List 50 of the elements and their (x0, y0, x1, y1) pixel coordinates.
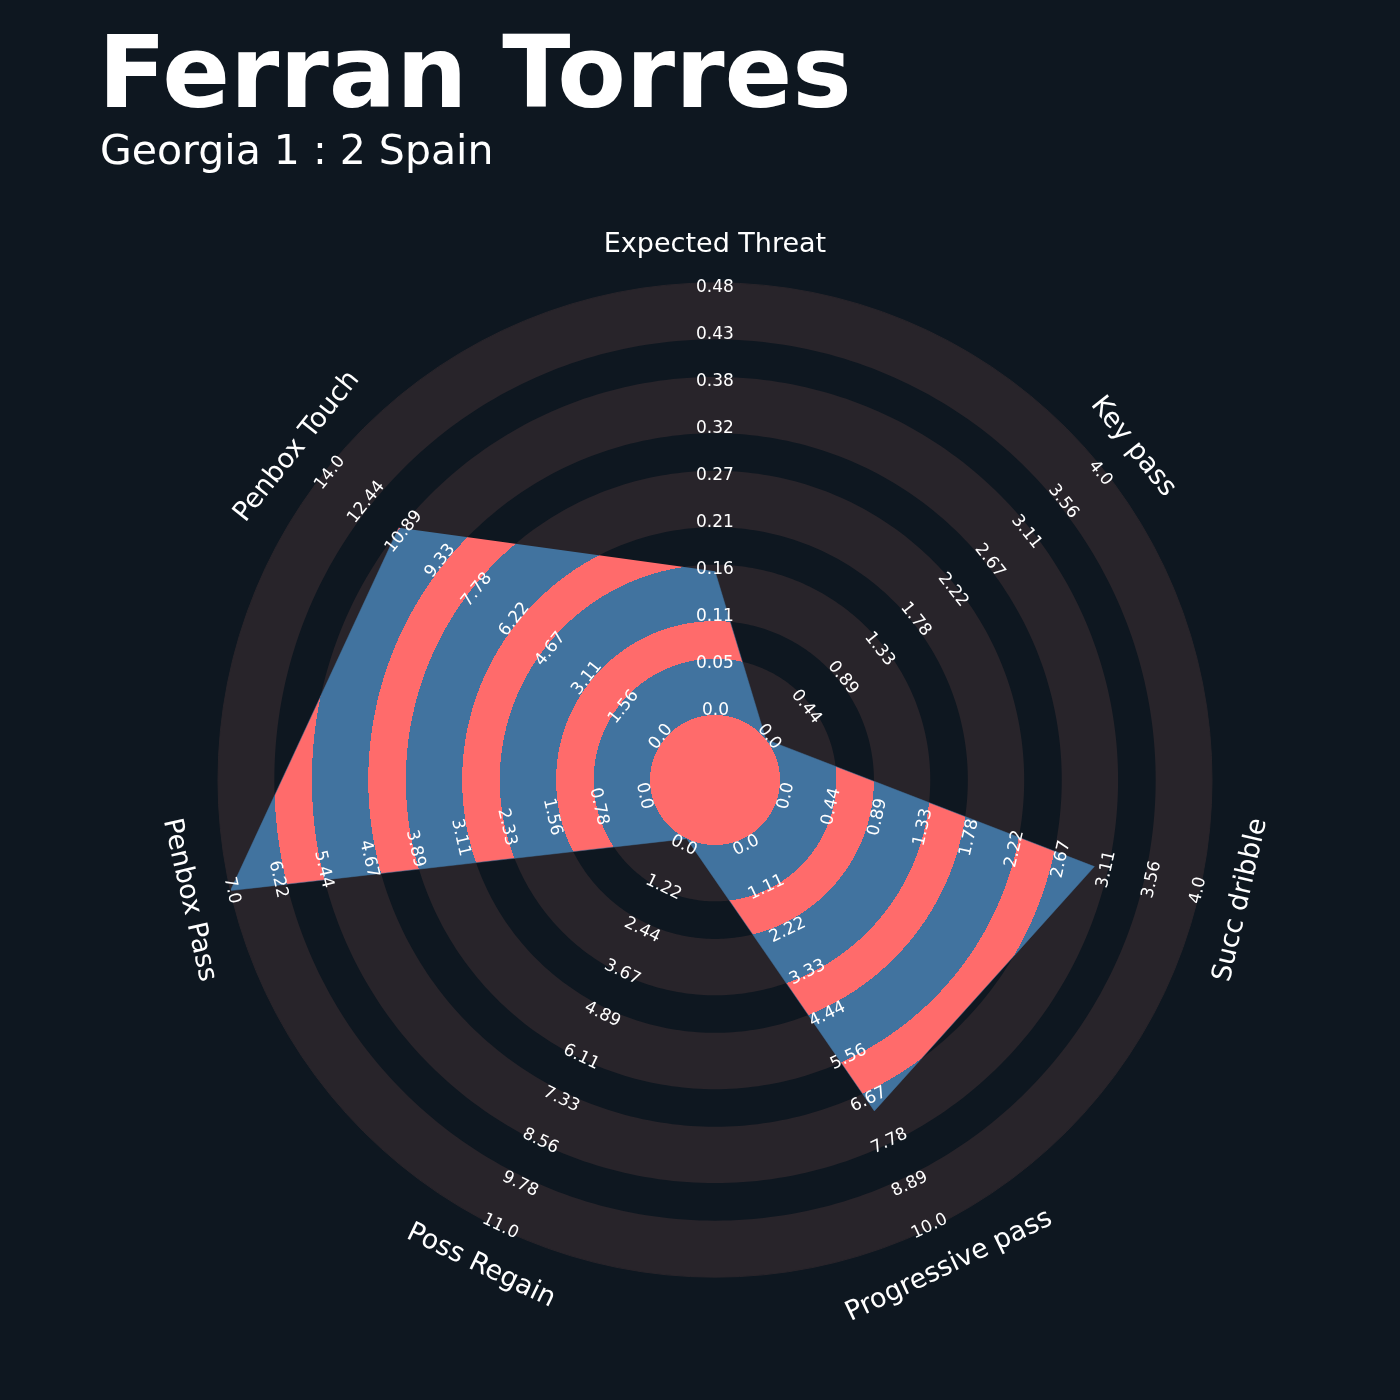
text: 0.43 (696, 323, 734, 343)
text: 3.56 (1136, 858, 1165, 900)
text: 0.78 (586, 785, 615, 827)
text: 1.56 (539, 795, 568, 838)
text: 0.0 (754, 719, 787, 753)
text: 0.0 (702, 699, 730, 719)
text: 2.22 (765, 911, 809, 947)
text: 11.0 (479, 1207, 523, 1243)
text: 0.0 (667, 829, 701, 860)
text: 3.67 (601, 953, 645, 989)
text: 0.89 (862, 796, 891, 838)
text: 0.38 (696, 370, 734, 390)
text: 4.67 (356, 838, 385, 880)
text: 0.32 (696, 417, 734, 437)
text: 4.89 (581, 995, 625, 1031)
text: 2.44 (621, 911, 665, 946)
text: 6.22 (265, 858, 294, 900)
text: 10.0 (907, 1207, 951, 1243)
text: 0.27 (696, 464, 734, 484)
text: 0.48 (696, 276, 734, 296)
text: 0.0 (632, 780, 659, 811)
text: 3.33 (785, 953, 829, 989)
text: 4.0 (1085, 455, 1118, 490)
text: 0.0 (643, 719, 676, 753)
text: 2.22 (999, 827, 1028, 870)
spoke-label: Expected Threat (603, 227, 827, 259)
text: 2.67 (1045, 838, 1074, 880)
text: 2.33 (494, 806, 523, 848)
text: 8.89 (887, 1165, 931, 1201)
text: 0.44 (815, 785, 844, 827)
text: 6.67 (846, 1080, 890, 1116)
text: 0.16 (696, 558, 734, 578)
text: 4.44 (805, 996, 849, 1031)
text: 3.11 (448, 816, 476, 858)
text: 5.44 (311, 848, 339, 890)
text: 7.78 (867, 1122, 911, 1158)
text: 8.56 (519, 1122, 563, 1158)
text: 0.0 (771, 780, 798, 811)
text: 1.33 (907, 806, 936, 848)
text: 3.11 (1090, 848, 1119, 890)
text: 7.33 (540, 1080, 584, 1116)
text: 0.21 (696, 511, 734, 531)
text: 9.78 (499, 1165, 543, 1201)
text: 3.89 (402, 827, 431, 869)
text: 1.78 (954, 816, 982, 858)
text: 5.56 (826, 1038, 870, 1074)
text: 1.22 (642, 868, 686, 904)
text: 1.11 (744, 868, 788, 904)
text: 0.0 (729, 829, 763, 859)
text: 6.11 (560, 1038, 604, 1074)
